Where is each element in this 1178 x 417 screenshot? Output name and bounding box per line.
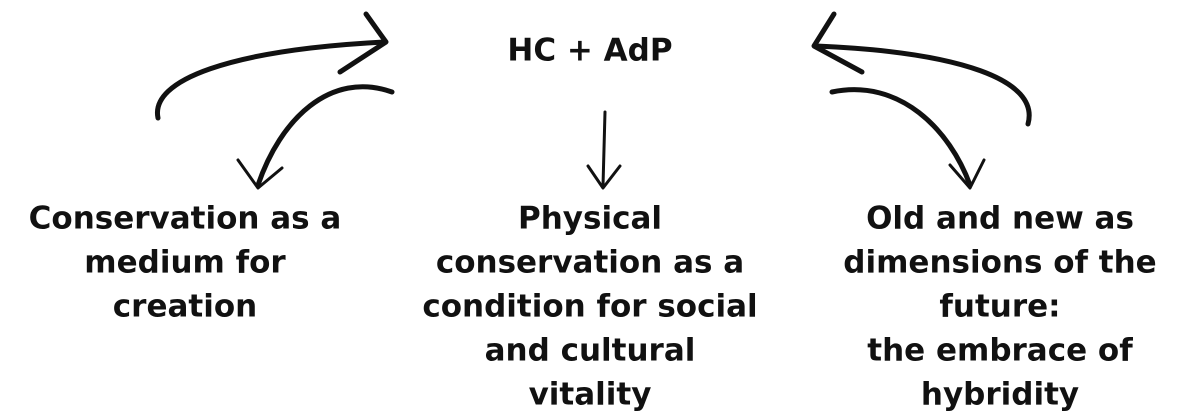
node-label: Physical xyxy=(518,201,662,237)
node-label: hybridity xyxy=(921,377,1079,413)
node-label: future: xyxy=(939,289,1060,325)
arrow-head xyxy=(337,11,389,75)
arrow-head xyxy=(811,11,865,75)
center-title: HC + AdP xyxy=(507,33,672,69)
node-label: vitality xyxy=(529,377,652,413)
node-label: conservation as a xyxy=(436,245,744,281)
arrow xyxy=(601,110,607,188)
node-label: medium for xyxy=(84,245,286,281)
node-label: dimensions of the xyxy=(843,245,1156,281)
arrow-head xyxy=(586,164,622,190)
arrow-head xyxy=(236,158,284,190)
node-label: condition for social xyxy=(422,289,757,325)
arrow xyxy=(813,43,1032,127)
node-label: Conservation as a xyxy=(29,201,342,237)
node-label: the embrace of xyxy=(867,333,1133,369)
node-label: creation xyxy=(113,289,257,325)
nodes: Conservation as a medium for creation Physi… xyxy=(29,201,1157,413)
arrow xyxy=(829,87,973,188)
arrow xyxy=(255,84,395,188)
arrow xyxy=(155,39,387,121)
node-label: and cultural xyxy=(485,333,696,369)
arrow-head xyxy=(948,158,986,190)
node-label: Old and new as xyxy=(866,201,1134,237)
